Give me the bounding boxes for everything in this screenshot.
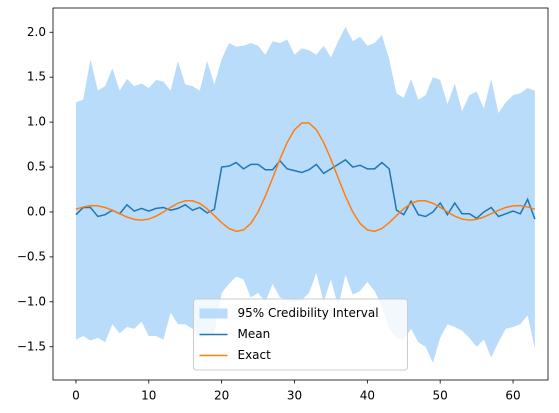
y-tick-label: 1.0 (27, 115, 46, 129)
x-tick-label: 40 (360, 389, 375, 403)
x-tick-label: 60 (505, 389, 520, 403)
legend: 95% Credibility Interval Mean Exact (193, 298, 408, 371)
legend-label: Mean (238, 327, 271, 341)
y-tick-label: −1.0 (17, 294, 46, 308)
credibility-band (75, 26, 535, 363)
y-tick-label: 0.5 (27, 160, 46, 174)
y-tick-label: −0.5 (17, 249, 46, 263)
x-tick-label: 50 (433, 389, 448, 403)
x-tick-label: 30 (287, 389, 302, 403)
y-tick-label: 1.5 (27, 70, 46, 84)
series-line (75, 158, 536, 220)
series-line (75, 122, 536, 233)
legend-label: 95% Credibility Interval (238, 306, 379, 320)
plot-frame (52, 7, 549, 381)
x-tick-label: 20 (214, 389, 229, 403)
y-tick-label: 2.0 (27, 25, 46, 39)
legend-box (193, 298, 408, 371)
x-tick-label: 10 (141, 389, 156, 403)
legend-label: Exact (238, 348, 272, 362)
y-tick-label: −1.5 (17, 339, 46, 353)
y-tick-label: 0.0 (27, 204, 46, 218)
legend-swatch (199, 308, 228, 319)
x-tick-label: 0 (72, 389, 80, 403)
